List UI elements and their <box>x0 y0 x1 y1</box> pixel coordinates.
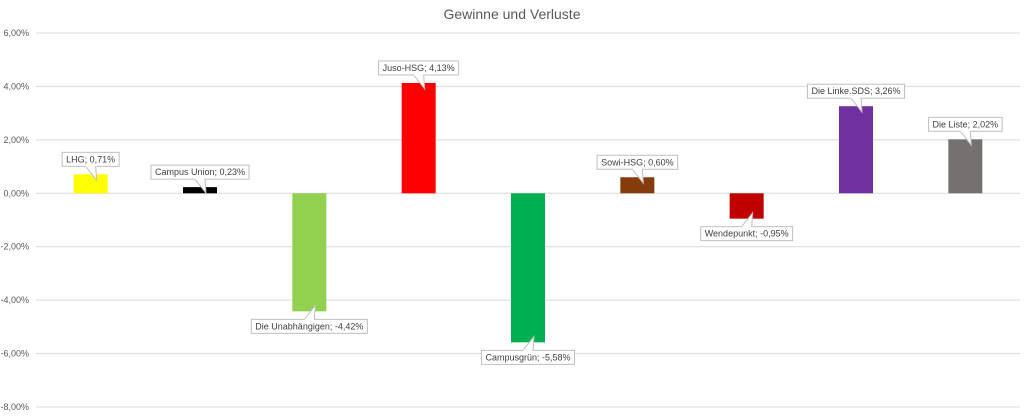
data-label-text: Juso-HSG; 4,13% <box>383 63 455 73</box>
y-tick-label: -8,00% <box>0 402 29 412</box>
data-label-text: LHG; 0,71% <box>66 154 115 164</box>
data-labels: LHG; 0,71% Campus Union; 0,23% Die Unabhän… <box>61 60 1003 365</box>
data-label: Campus Union; 0,23% <box>150 164 250 195</box>
y-tick-label: 6,00% <box>3 28 29 38</box>
bar <box>401 82 436 194</box>
data-label-text: Sowi-HSG; 0,60% <box>601 157 674 167</box>
data-label: Die Liste; 2,02% <box>928 116 1003 147</box>
chart-title: Gewinne und Verluste <box>444 6 581 22</box>
bars <box>73 82 983 343</box>
y-tick-label: -4,00% <box>0 295 29 305</box>
bar <box>620 177 655 194</box>
bar <box>292 193 327 312</box>
bar <box>839 106 873 194</box>
data-label-text: Die Liste; 2,02% <box>933 119 999 129</box>
bar <box>183 187 217 194</box>
bar <box>73 174 108 194</box>
data-label-text: Campus Union; 0,23% <box>155 167 245 177</box>
y-tick-label: 4,00% <box>3 81 29 91</box>
bar <box>729 193 764 219</box>
data-label: Die Linke.SDS; 3,26% <box>806 83 906 114</box>
data-label-text: Die Unabhängigen; -4,42% <box>255 321 363 331</box>
data-label: Juso-HSG; 4,13% <box>378 60 460 91</box>
y-tick-label: -2,00% <box>0 242 29 252</box>
data-label: Sowi-HSG; 0,60% <box>596 154 679 185</box>
data-label: Wendepunkt; -0,95% <box>700 211 794 242</box>
bar <box>948 139 983 194</box>
data-label: Campusgrün; -5,58% <box>480 334 576 365</box>
data-label-text: Campusgrün; -5,58% <box>485 352 570 362</box>
y-tick-label: -6,00% <box>0 349 29 359</box>
data-label-text: Die Linke.SDS; 3,26% <box>811 86 900 96</box>
data-label: Die Unabhängigen; -4,42% <box>250 303 368 334</box>
data-label: LHG; 0,71% <box>61 151 120 182</box>
y-tick-label: 2,00% <box>3 135 29 145</box>
y-tick-label: 0,00% <box>3 188 29 198</box>
y-axis-ticks: 6,00% 4,00% 2,00% 0,00% -2,00% -4,00% -6,00% -8… <box>0 28 29 412</box>
data-label-text: Wendepunkt; -0,95% <box>705 229 789 239</box>
bar <box>511 193 545 343</box>
